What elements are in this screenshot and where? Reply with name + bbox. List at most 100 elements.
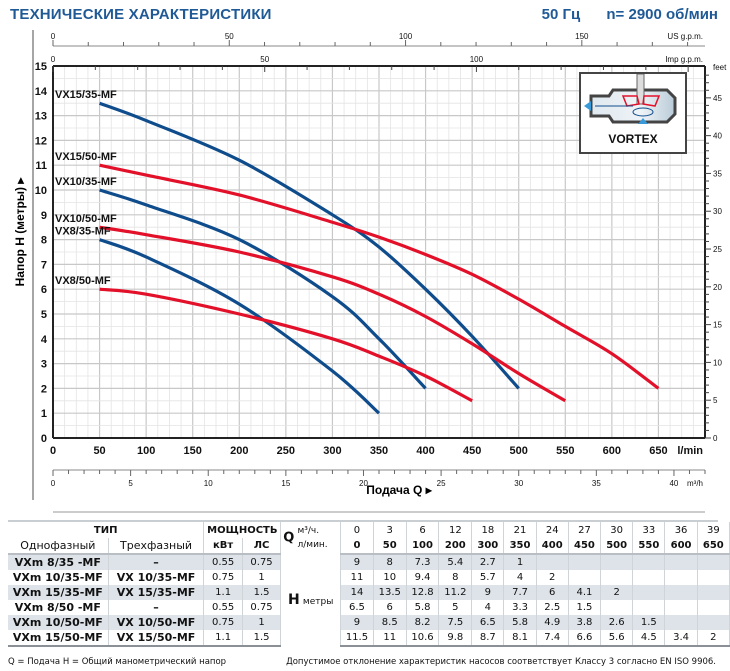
single-phase-model: VXm 10/50-MF [8,615,109,630]
power-hp: 0.75 [242,554,282,570]
h-unit: метры [302,597,334,607]
head-value: 7.7 [503,585,537,600]
head-value: 2.5 [536,600,569,615]
head-value: 8 [373,554,407,570]
us-gpm-tick-label: 150 [575,32,589,41]
q-lmin-value: 200 [438,538,473,555]
q-m3h-value: 36 [664,522,698,538]
x-tick-label: 500 [510,445,528,457]
table-row: VXm 10/35-MF VX 10/35-MF 0.75 1 11 10 9.4 8 5.7 4… [8,570,730,585]
head-value: 7.3 [406,554,440,570]
three-phase-model: VX 10/35-MF [108,570,205,585]
three-phase-model: VX 10/50-MF [108,615,205,630]
head-value: 6.6 [568,630,602,647]
type-header: ТИП [8,522,205,538]
q-lmin-value: 300 [471,538,505,555]
feet-tick-label: 10 [713,358,722,367]
feet-tick-label: 30 [713,207,722,216]
x-tick-label: 0 [50,445,56,457]
y-tick-label: 15 [35,61,47,73]
head-value: 5.6 [600,630,634,647]
chart-labels: VX15/35-MF VX15/50-MF VX10/35-MF VX10/50-MF… [55,89,117,287]
head-value: 5.8 [406,600,440,615]
head-value [600,600,634,615]
curve-label-vx10-35-mf: VX10/35-MF [55,176,117,188]
h-header: H метры [280,554,342,646]
table-row: VXm 8/35 -MF –0.55 0.75 H метры 9 8 7.3 5.4 2.7 1 [8,554,730,646]
power-kw: 0.75 [203,570,243,585]
head-value [664,570,698,585]
head-value: 4 [503,570,537,585]
head-value: 4 [471,600,505,615]
head-value: 9 [340,615,374,630]
y-tick-label: 3 [41,359,47,371]
three-phase-model: VX 15/50-MF [108,630,205,647]
m3h-tick-label: 10 [204,479,213,488]
table-row: VXm 15/50-MF VX 15/50-MF 1.1 1.5 11.5 11 10.6 9… [8,630,730,647]
q-lmin-value: 400 [536,538,569,555]
head-value [632,585,666,600]
imp-gpm-unit-label: Imp g.p.m. [665,55,703,64]
q-m3h-value: 39 [697,522,730,538]
curve-vx8-50-mf [99,287,473,403]
hp-header: ЛС [242,538,282,555]
single-phase-model: VXm 10/35-MF [8,570,109,585]
power-hp: 0.75 [242,600,282,615]
curve-vx10-50-mf [99,225,567,403]
kw-header: кВт [203,538,243,555]
curve-vx8-35-mf [99,238,381,415]
y-tick-label: 1 [41,408,47,420]
q-lmin-value: 350 [503,538,537,555]
page-title: ТЕХНИЧЕСКИЕ ХАРАКТЕРИСТИКИ [10,6,272,23]
m3h-tick-label: 30 [514,479,523,488]
performance-table: ТИП МОЩНОСТЬ Q м³/ч. л/мин. 0 3 6 12 18 21 24 27 30 3… [8,522,730,647]
x-tick-label: 250 [277,445,295,457]
head-value: 6 [373,600,407,615]
head-value: 7.4 [536,630,569,647]
curve-vx10-35-mf [99,188,427,390]
single-phase-model: VXm 15/35-MF [8,585,109,600]
power-kw: 0.55 [203,600,243,615]
x-axis-title: Подача Q ▸ [366,483,432,497]
single-phase-model: VXm 8/35 -MF [8,554,109,570]
q-lmin-value: 0 [340,538,374,555]
head-value: 11 [340,570,374,585]
single-phase-model: VXm 15/50-MF [8,630,109,647]
y-tick-label: 6 [41,284,47,296]
table-row: VXm 15/35-MF VX 15/35-MF 1.1 1.5 14 13.5 12.8 1… [8,585,730,600]
head-value: 1.5 [632,615,666,630]
q-lmin-value: 50 [373,538,407,555]
feet-tick-label: 15 [713,321,722,330]
head-value [632,570,666,585]
head-value: 10.6 [406,630,440,647]
y-tick-label: 14 [35,86,48,98]
q-units: м³/ч. л/мин. [297,526,328,550]
power-hp: 1.5 [242,630,282,647]
x-tick-label: 650 [649,445,667,457]
feet-tick-label: 40 [713,132,722,141]
q-m3h-value: 30 [600,522,634,538]
feet-tick-label: 20 [713,283,722,292]
m3h-tick-label: 5 [128,479,133,488]
power-kw: 1.1 [203,585,243,600]
q-m3h-value: 33 [632,522,666,538]
x-tick-label: 600 [603,445,621,457]
m3h-unit-label: m³/h [687,479,703,488]
q-header: Q м³/ч. л/мин. [280,522,342,554]
three-phase-model: – [108,600,205,615]
head-value [697,570,730,585]
head-value [664,585,698,600]
head-value [568,570,602,585]
power-kw: 0.75 [203,615,243,630]
three-phase-header: Трехфазный [108,538,205,555]
head-value: 8.1 [503,630,537,647]
single-phase-model: VXm 8/50 -MF [8,600,109,615]
head-value: 11 [373,630,407,647]
head-value: 4.9 [536,615,569,630]
y-tick-label: 2 [41,383,47,395]
q-m3h-value: 12 [438,522,473,538]
head-value: 6 [536,585,569,600]
power-hp: 1 [242,615,282,630]
q-lmin-value: 600 [664,538,698,555]
